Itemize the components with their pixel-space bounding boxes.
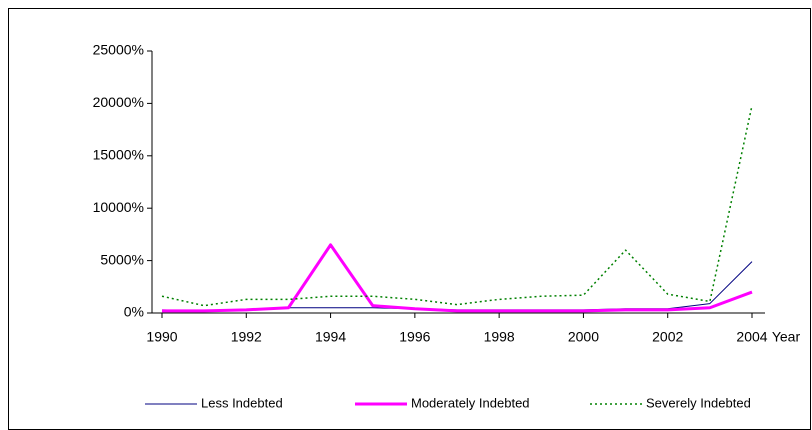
x-axis-label: Year: [772, 329, 801, 345]
x-tick-label: 1996: [399, 329, 430, 345]
y-tick-label: 20000%: [93, 94, 144, 110]
x-tick-label: 2002: [652, 329, 683, 345]
y-tick-label: 5000%: [100, 251, 144, 267]
series-line: [161, 105, 753, 307]
x-tick-label: 1998: [484, 329, 515, 345]
legend-label: Severely Indebted: [646, 395, 751, 410]
y-tick-label: 15000%: [93, 147, 144, 163]
y-tick-label: 10000%: [93, 199, 144, 215]
series-line: [161, 261, 753, 312]
legend-label: Less Indebted: [201, 395, 283, 410]
x-tick-label: 1990: [146, 329, 177, 345]
y-tick-label: 0%: [124, 304, 144, 320]
legend-label: Moderately Indebted: [411, 395, 530, 410]
x-tick-label: 2000: [568, 329, 599, 345]
chart-border: [8, 8, 811, 430]
y-tick-label: 25000%: [93, 42, 144, 58]
x-tick-label: 1992: [231, 329, 262, 345]
x-tick-label: 2004: [736, 329, 767, 345]
series-line: [162, 243, 753, 313]
x-tick-label: 1994: [315, 329, 346, 345]
legend: Less Indebted Moderately Indebted Severely…: [145, 395, 751, 410]
